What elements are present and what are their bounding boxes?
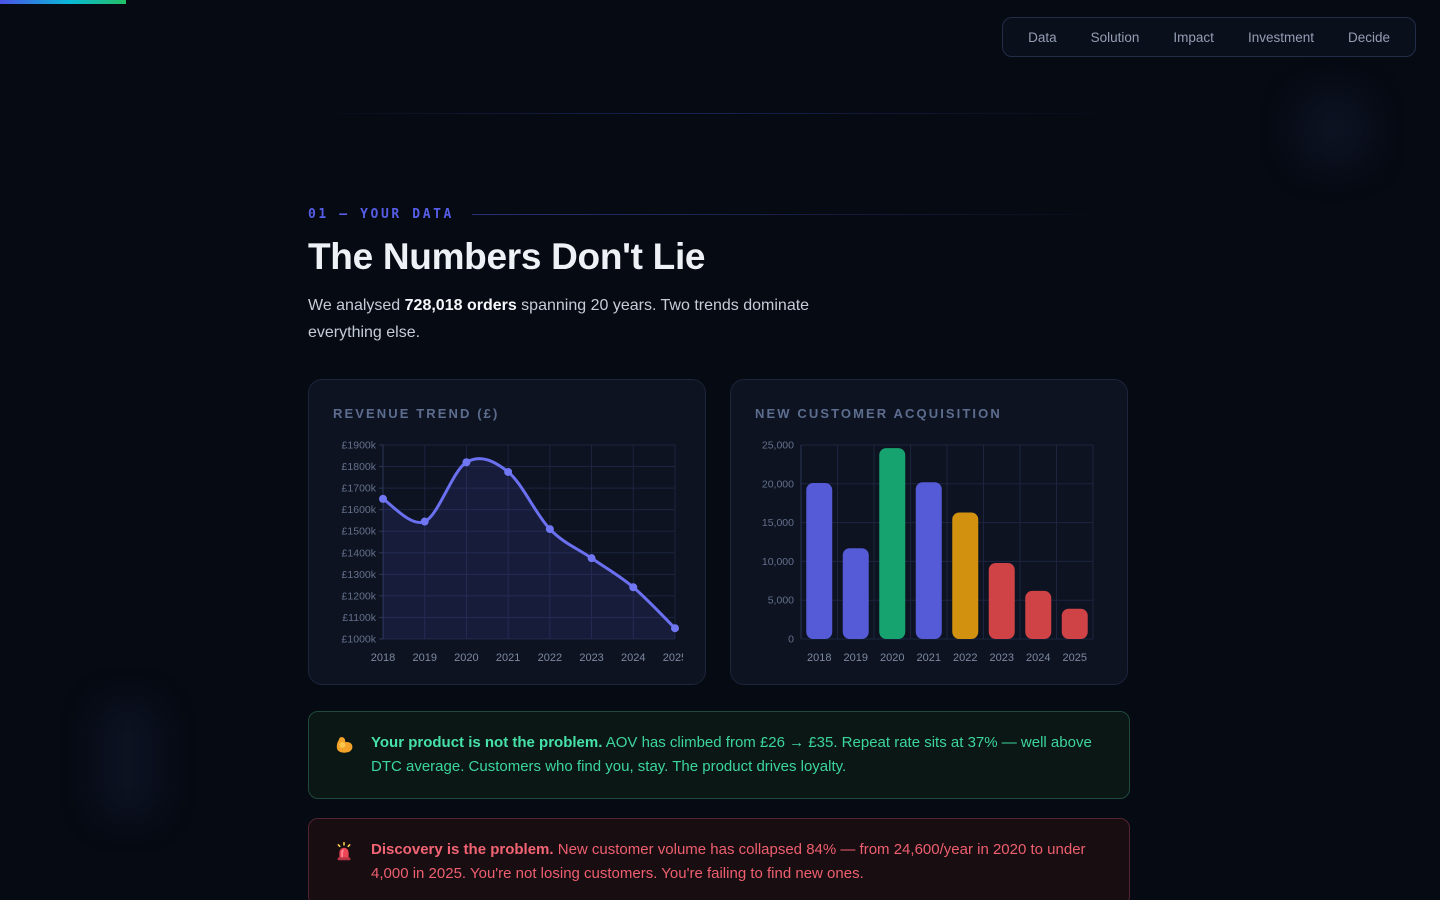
revenue-trend-line-chart: £1900k £1800k £1700k £1600k £1500k £1400k £130… [342, 440, 683, 665]
svg-text:£1600k: £1600k [342, 504, 377, 516]
svg-text:2025: 2025 [663, 652, 683, 664]
nav-item-data[interactable]: Data [1028, 29, 1057, 45]
svg-text:2023: 2023 [990, 652, 1014, 664]
svg-text:2020: 2020 [880, 652, 904, 664]
decorative-glow-right [1296, 92, 1370, 166]
revenue-trend-title: REVENUE TREND (£) [333, 406, 500, 422]
svg-text:£1000k: £1000k [342, 634, 377, 646]
top-nav: Data Solution Impact Investment Decide [1002, 17, 1416, 57]
svg-text:£1500k: £1500k [342, 526, 377, 538]
orders-count: 728,018 orders [404, 297, 517, 314]
svg-text:2018: 2018 [807, 652, 831, 664]
svg-text:£1300k: £1300k [342, 569, 377, 581]
svg-text:2020: 2020 [454, 652, 478, 664]
svg-text:2021: 2021 [496, 652, 520, 664]
nav-item-impact[interactable]: Impact [1173, 29, 1214, 45]
svg-text:2024: 2024 [621, 652, 645, 664]
customer-acquisition-title: NEW CUSTOMER ACQUISITION [755, 406, 1002, 422]
chart-cards-row: REVENUE TREND (£) £1900k £1800k £1700k £160… [308, 379, 1130, 686]
product-insight-text: Your product is not the problem. AOV has… [371, 734, 1092, 776]
decorative-glow-left [96, 702, 160, 818]
svg-text:£1700k: £1700k [342, 483, 377, 495]
svg-text:£1900k: £1900k [342, 440, 377, 452]
revenue-trend-card: REVENUE TREND (£) £1900k £1800k £1700k £160… [308, 379, 706, 686]
intro-paragraph: We analysed 728,018 orders spanning 20 y… [308, 297, 810, 341]
flexed-biceps-icon [333, 731, 355, 779]
svg-text:0: 0 [788, 634, 794, 646]
page-title: The Numbers Don't Lie [308, 236, 706, 277]
section-eyebrow: 01 — YOUR DATA [308, 207, 454, 222]
svg-text:2023: 2023 [579, 652, 603, 664]
svg-text:2022: 2022 [538, 652, 562, 664]
svg-text:2018: 2018 [371, 652, 395, 664]
svg-text:5,000: 5,000 [768, 595, 794, 607]
discovery-insight-callout: Discovery is the problem. New customer v… [308, 818, 1130, 900]
nav-item-investment[interactable]: Investment [1247, 29, 1314, 45]
section-eyebrow-rule [471, 214, 1130, 215]
slide-content: 01 — YOUR DATA The Numbers Don't Lie We … [308, 0, 1130, 900]
svg-text:2021: 2021 [917, 652, 941, 664]
svg-text:£1200k: £1200k [342, 590, 377, 602]
discovery-insight-text: Discovery is the problem. New customer v… [371, 841, 1086, 883]
section-header: 01 — YOUR DATA [308, 207, 1130, 222]
svg-text:20,000: 20,000 [762, 478, 794, 490]
product-insight-callout: Your product is not the problem. AOV has… [308, 711, 1130, 800]
svg-text:2019: 2019 [412, 652, 436, 664]
svg-text:25,000: 25,000 [762, 440, 794, 452]
svg-text:£1800k: £1800k [342, 461, 377, 473]
nav-item-solution[interactable]: Solution [1090, 29, 1140, 45]
siren-icon [333, 838, 355, 886]
svg-text:2024: 2024 [1026, 652, 1050, 664]
slide-progress-bar [0, 0, 126, 4]
svg-text:2025: 2025 [1063, 652, 1087, 664]
customer-acquisition-bar-chart: 25,000 20,000 15,000 10,000 5,000 0 2018 2019 20… [762, 440, 1094, 664]
svg-text:2022: 2022 [953, 652, 977, 664]
svg-text:£1400k: £1400k [342, 547, 377, 559]
nav-item-decide[interactable]: Decide [1347, 29, 1390, 45]
customer-acquisition-card: NEW CUSTOMER ACQUISITION 25,000 20,000 15,… [730, 379, 1128, 686]
svg-text:2019: 2019 [844, 652, 868, 664]
top-divider-line [298, 113, 1164, 114]
svg-text:10,000: 10,000 [762, 556, 794, 568]
svg-text:£1100k: £1100k [342, 612, 376, 624]
svg-text:15,000: 15,000 [762, 517, 794, 529]
